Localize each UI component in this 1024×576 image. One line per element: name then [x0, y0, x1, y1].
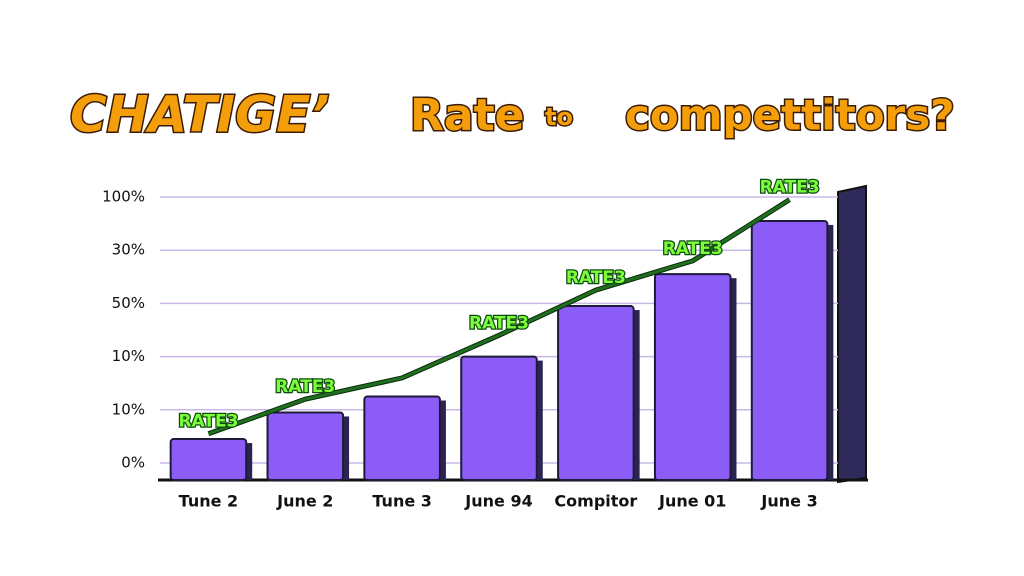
bar [557, 305, 635, 481]
title-part: Rate [410, 90, 524, 141]
bar [363, 395, 441, 481]
y-tick-label: 10% [112, 347, 145, 365]
bar [169, 438, 248, 481]
annotation: RATE3 [275, 377, 335, 397]
x-tick-label: June 01 [658, 492, 726, 511]
annotation: RATE3 [566, 268, 626, 288]
annotation: RATE3 [663, 239, 723, 259]
bar [460, 355, 538, 482]
annotation: RATE3 [469, 313, 529, 333]
bar [266, 411, 345, 481]
y-tick-label: 10% [112, 400, 145, 418]
x-tick-label: Tune 2 [179, 492, 239, 511]
title-part: to [545, 103, 573, 131]
side-panel [837, 184, 867, 484]
x-tick-label: Tune 3 [372, 492, 432, 511]
bar [750, 219, 829, 481]
annotation: RATE3 [760, 178, 820, 198]
line [207, 198, 791, 436]
y-tick-label: 100% [102, 188, 145, 206]
annotation: RATE3 [178, 412, 238, 432]
y-tick-label: 0% [121, 454, 145, 472]
x-tick-label: June 3 [760, 492, 817, 511]
bar [653, 273, 732, 482]
y-tick-label: 30% [112, 241, 145, 259]
title-part: compettitors? [625, 91, 955, 140]
title-part: CHATIGE’ [70, 86, 329, 144]
x-tick-label: June 94 [464, 492, 532, 511]
y-tick-label: 50% [112, 294, 145, 312]
x-tick-label: Compitor [554, 492, 637, 511]
x-tick-label: June 2 [276, 492, 333, 511]
